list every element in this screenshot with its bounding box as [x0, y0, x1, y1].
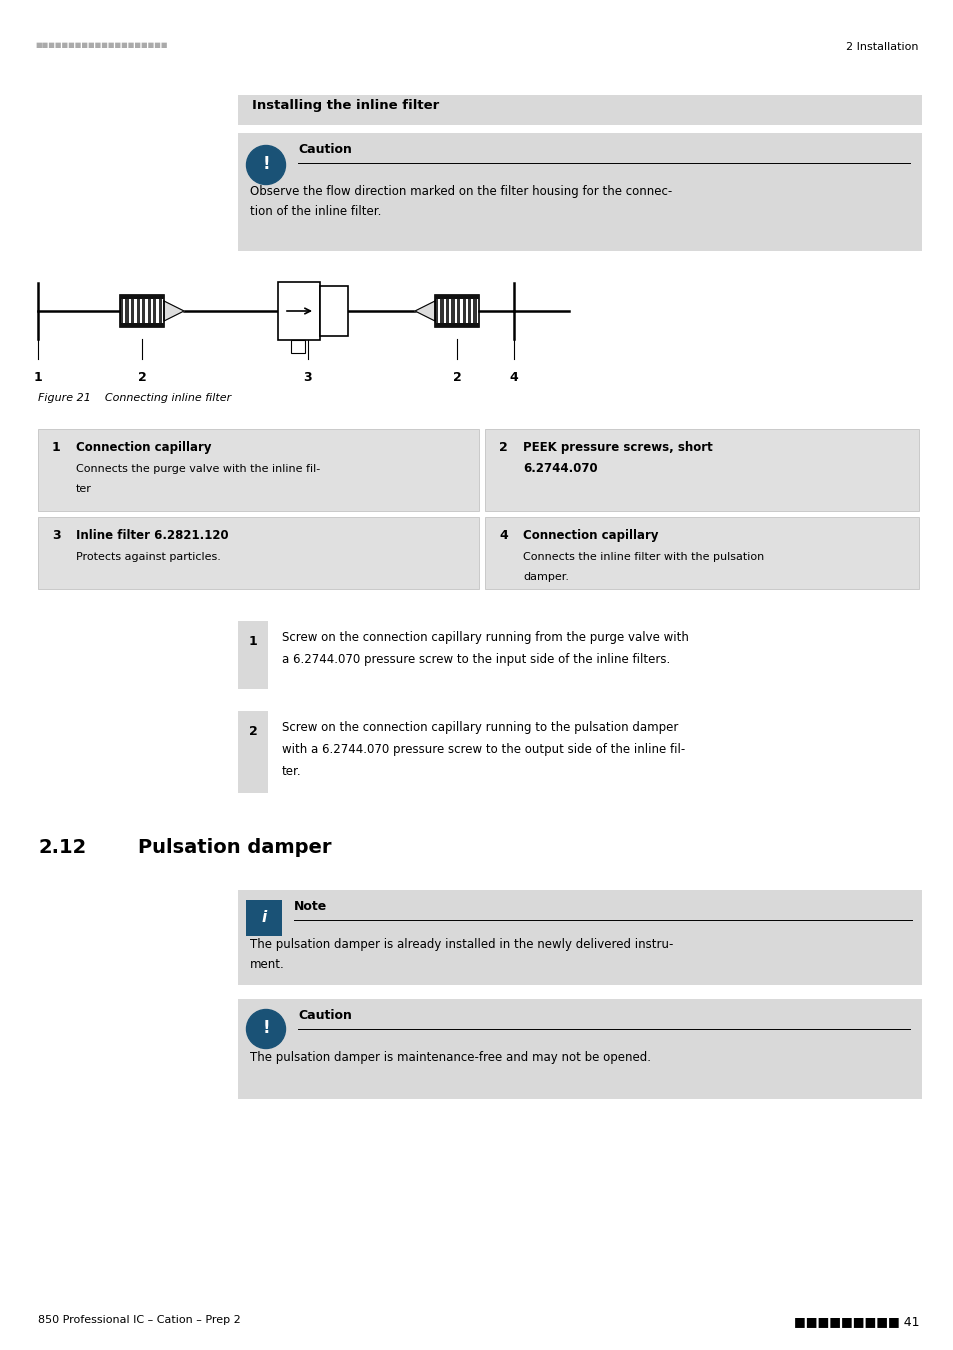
Bar	[473, 296, 476, 327]
Text: Observe the flow direction marked on the filter housing for the connec-: Observe the flow direction marked on the…	[250, 185, 672, 198]
Text: Protects against particles.: Protects against particles.	[76, 552, 221, 562]
Bar	[120, 296, 123, 327]
Bar	[277, 282, 319, 340]
Text: 2: 2	[137, 371, 146, 383]
Text: 1: 1	[249, 634, 257, 648]
Text: ter.: ter.	[282, 765, 301, 778]
Bar	[468, 296, 471, 327]
Text: Inline filter 6.2821.120: Inline filter 6.2821.120	[76, 529, 229, 541]
Text: The pulsation damper is maintenance-free and may not be opened.: The pulsation damper is maintenance-free…	[250, 1052, 650, 1064]
Bar	[237, 999, 921, 1099]
Text: Screw on the connection capillary running from the purge valve with: Screw on the connection capillary runnin…	[282, 630, 688, 644]
Text: a 6.2744.070 pressure screw to the input side of the inline filters.: a 6.2744.070 pressure screw to the input…	[282, 653, 670, 666]
Text: Connects the purge valve with the inline fil-: Connects the purge valve with the inline…	[76, 464, 320, 474]
Text: ■■■■■■■■■■■■■■■■■■■■: ■■■■■■■■■■■■■■■■■■■■	[35, 42, 168, 49]
Bar	[120, 323, 164, 327]
Bar	[38, 517, 478, 589]
Text: Connects the inline filter with the pulsation: Connects the inline filter with the puls…	[522, 552, 763, 562]
Bar	[152, 296, 156, 327]
Text: 2.12: 2.12	[38, 838, 86, 857]
Bar	[435, 296, 437, 327]
Bar	[435, 296, 478, 298]
Bar	[246, 900, 282, 936]
Bar	[126, 296, 129, 327]
Bar	[484, 429, 918, 512]
Bar	[237, 711, 268, 792]
Bar	[237, 621, 268, 688]
Text: 1: 1	[33, 371, 42, 383]
Bar	[148, 296, 151, 327]
Text: 6.2744.070: 6.2744.070	[522, 462, 597, 475]
Text: 4: 4	[509, 371, 517, 383]
Bar	[435, 323, 478, 327]
Text: 850 Professional IC – Cation – Prep 2: 850 Professional IC – Cation – Prep 2	[38, 1315, 240, 1324]
Text: tion of the inline filter.: tion of the inline filter.	[250, 205, 381, 217]
Bar	[484, 517, 918, 589]
Text: with a 6.2744.070 pressure screw to the output side of the inline fil-: with a 6.2744.070 pressure screw to the …	[282, 743, 684, 756]
Bar	[291, 340, 305, 352]
Text: 2 Installation: 2 Installation	[845, 42, 918, 53]
Bar	[440, 296, 443, 327]
Circle shape	[246, 146, 285, 185]
Bar	[120, 296, 164, 327]
Text: !: !	[262, 1019, 270, 1037]
Text: 1: 1	[52, 441, 61, 454]
Bar	[462, 296, 465, 327]
Bar	[237, 134, 921, 251]
Text: 3: 3	[52, 529, 61, 541]
Text: Caution: Caution	[297, 1008, 352, 1022]
Text: ter: ter	[76, 485, 91, 494]
Text: The pulsation damper is already installed in the newly delivered instru-: The pulsation damper is already installe…	[250, 938, 673, 950]
Bar	[120, 296, 164, 298]
Text: !: !	[262, 155, 270, 173]
Polygon shape	[415, 301, 435, 321]
Text: 2: 2	[498, 441, 507, 454]
Text: Note: Note	[294, 900, 327, 913]
Bar	[131, 296, 134, 327]
Bar	[237, 890, 921, 986]
Bar	[319, 286, 348, 336]
Polygon shape	[164, 301, 184, 321]
Circle shape	[246, 1010, 285, 1049]
Text: Connection capillary: Connection capillary	[76, 441, 212, 454]
Text: 3: 3	[303, 371, 312, 383]
Text: Caution: Caution	[297, 143, 352, 157]
Text: 2: 2	[249, 725, 257, 738]
Text: ■■■■■■■■■ 41: ■■■■■■■■■ 41	[793, 1315, 918, 1328]
Bar	[142, 296, 145, 327]
Text: Pulsation damper: Pulsation damper	[138, 838, 331, 857]
Bar	[136, 296, 140, 327]
Bar	[446, 296, 449, 327]
Text: 2: 2	[452, 371, 461, 383]
Bar	[237, 95, 921, 126]
Bar	[38, 429, 478, 512]
Bar	[451, 296, 455, 327]
Text: ment.: ment.	[250, 958, 284, 971]
Bar	[158, 296, 162, 327]
Text: damper.: damper.	[522, 572, 568, 582]
Text: Figure 21    Connecting inline filter: Figure 21 Connecting inline filter	[38, 393, 231, 404]
Bar	[456, 296, 459, 327]
Text: PEEK pressure screws, short: PEEK pressure screws, short	[522, 441, 712, 454]
Text: Screw on the connection capillary running to the pulsation damper: Screw on the connection capillary runnin…	[282, 721, 678, 734]
Text: Installing the inline filter: Installing the inline filter	[252, 99, 438, 112]
Bar	[435, 296, 478, 327]
Text: 4: 4	[498, 529, 507, 541]
Text: i: i	[261, 910, 266, 926]
Text: Connection capillary: Connection capillary	[522, 529, 658, 541]
